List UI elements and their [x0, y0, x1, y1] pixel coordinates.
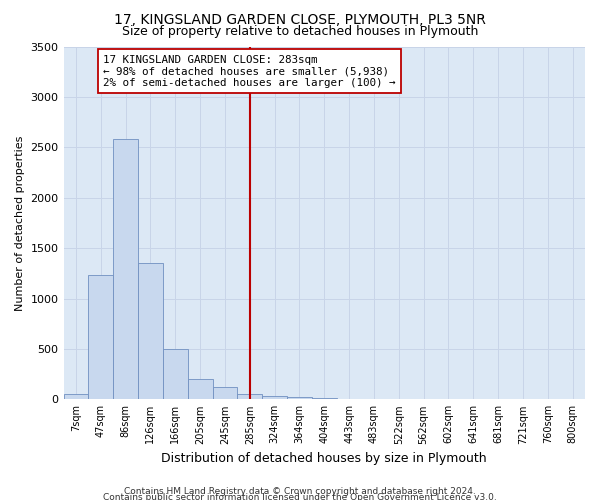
Bar	[287, 397, 312, 400]
Text: Contains HM Land Registry data © Crown copyright and database right 2024.: Contains HM Land Registry data © Crown c…	[124, 487, 476, 496]
Text: Contains public sector information licensed under the Open Government Licence v3: Contains public sector information licen…	[103, 492, 497, 500]
Text: Size of property relative to detached houses in Plymouth: Size of property relative to detached ho…	[122, 25, 478, 38]
Bar	[312, 398, 337, 400]
Bar	[64, 394, 88, 400]
Y-axis label: Number of detached properties: Number of detached properties	[15, 135, 25, 310]
Bar	[188, 379, 212, 400]
Bar	[238, 394, 262, 400]
X-axis label: Distribution of detached houses by size in Plymouth: Distribution of detached houses by size …	[161, 452, 487, 465]
Bar	[337, 399, 362, 400]
Text: 17, KINGSLAND GARDEN CLOSE, PLYMOUTH, PL3 5NR: 17, KINGSLAND GARDEN CLOSE, PLYMOUTH, PL…	[114, 12, 486, 26]
Bar	[88, 276, 113, 400]
Bar	[113, 139, 138, 400]
Bar	[163, 349, 188, 400]
Bar	[212, 387, 238, 400]
Text: 17 KINGSLAND GARDEN CLOSE: 283sqm
← 98% of detached houses are smaller (5,938)
2: 17 KINGSLAND GARDEN CLOSE: 283sqm ← 98% …	[103, 54, 396, 88]
Bar	[138, 263, 163, 400]
Bar	[262, 396, 287, 400]
